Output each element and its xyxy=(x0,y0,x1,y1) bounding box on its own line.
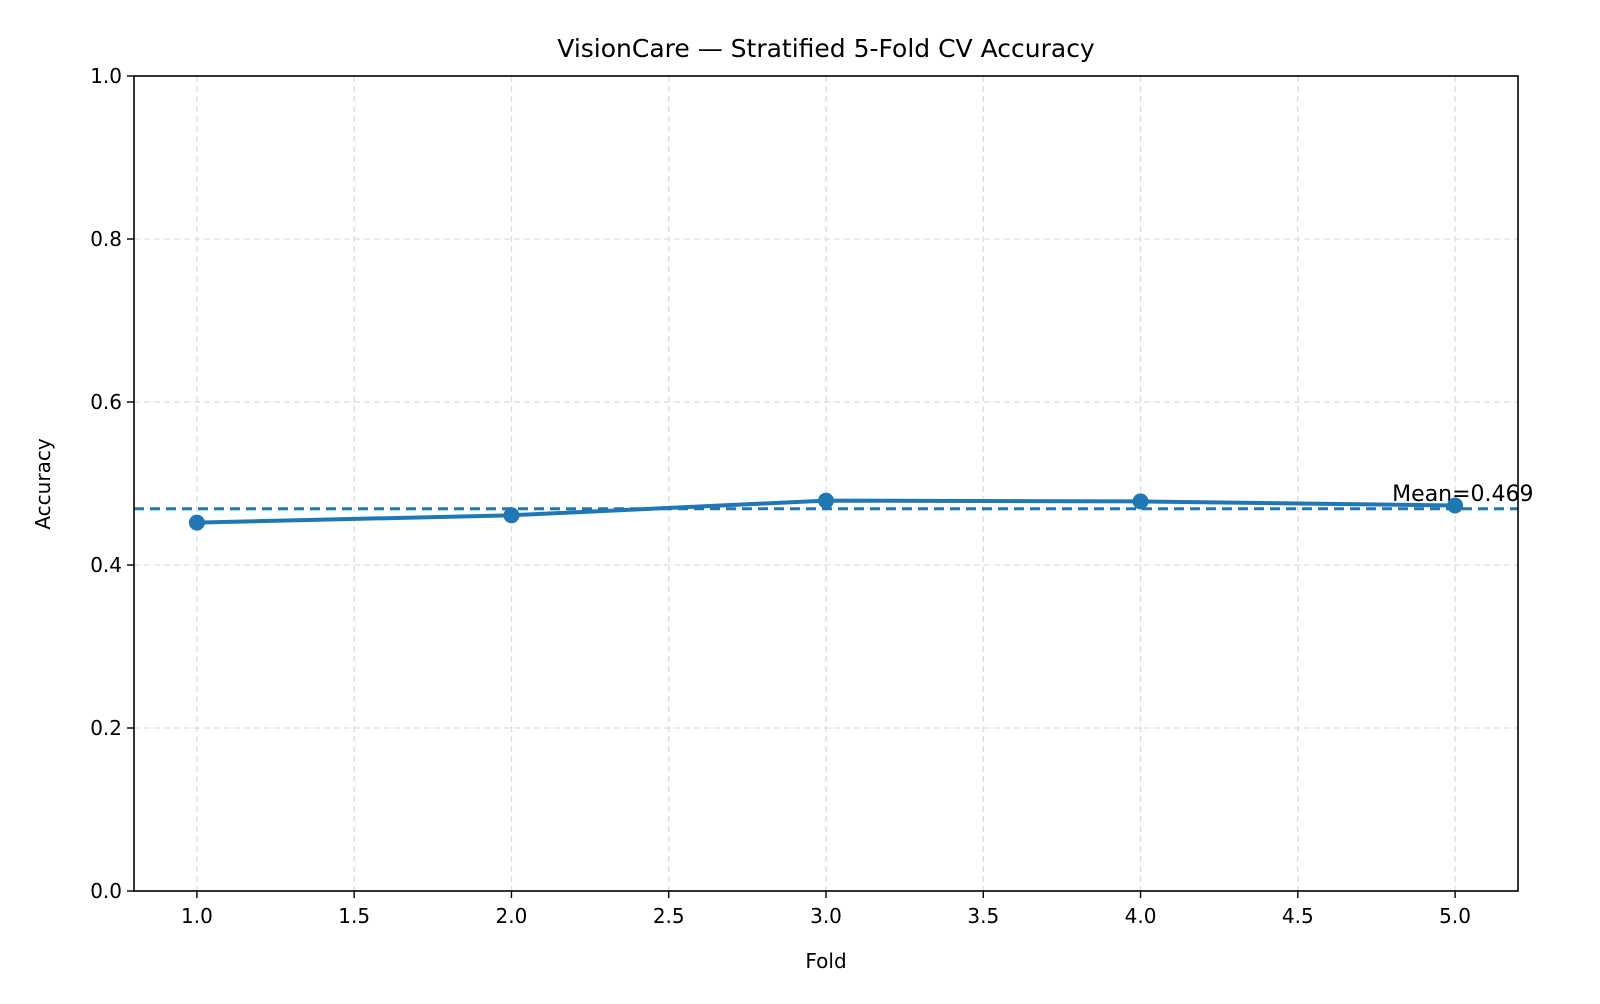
chart-title: VisionCare — Stratified 5-Fold CV Accura… xyxy=(557,34,1095,63)
x-tick-label: 4.5 xyxy=(1282,904,1314,928)
accuracy-data-point xyxy=(503,507,520,524)
ticks-layer: 1.0 1.5 2.0 2.5 3.0 3.5 4.0 4.5 5.0 0.0 0.2 0.4 0.6 0… xyxy=(90,64,1471,928)
y-tick-label: 0.8 xyxy=(90,227,122,251)
y-tick-label: 0.4 xyxy=(90,553,122,577)
x-tick-label: 3.0 xyxy=(810,904,842,928)
y-tick-label: 0.0 xyxy=(90,879,122,903)
accuracy-data-point xyxy=(1132,493,1149,510)
reference-layer: Mean=0.469 xyxy=(134,482,1534,511)
x-tick-label: 1.0 xyxy=(181,904,213,928)
y-tick-label: 1.0 xyxy=(90,64,122,88)
mean-reference-label: Mean=0.469 xyxy=(1392,482,1533,507)
series-layer xyxy=(188,492,1464,531)
accuracy-data-point xyxy=(188,514,205,531)
y-tick-label: 0.2 xyxy=(90,716,122,740)
y-axis-label: Accuracy xyxy=(31,438,55,529)
x-tick-label: 4.0 xyxy=(1125,904,1157,928)
x-tick-label: 1.5 xyxy=(338,904,370,928)
y-tick-label: 0.6 xyxy=(90,390,122,414)
x-tick-label: 2.0 xyxy=(496,904,528,928)
x-tick-label: 3.5 xyxy=(967,904,999,928)
x-axis-label: Fold xyxy=(805,949,846,973)
accuracy-data-point xyxy=(1447,497,1464,514)
x-tick-label: 2.5 xyxy=(653,904,685,928)
accuracy-data-point xyxy=(818,492,834,509)
x-tick-label: 5.0 xyxy=(1439,904,1471,928)
